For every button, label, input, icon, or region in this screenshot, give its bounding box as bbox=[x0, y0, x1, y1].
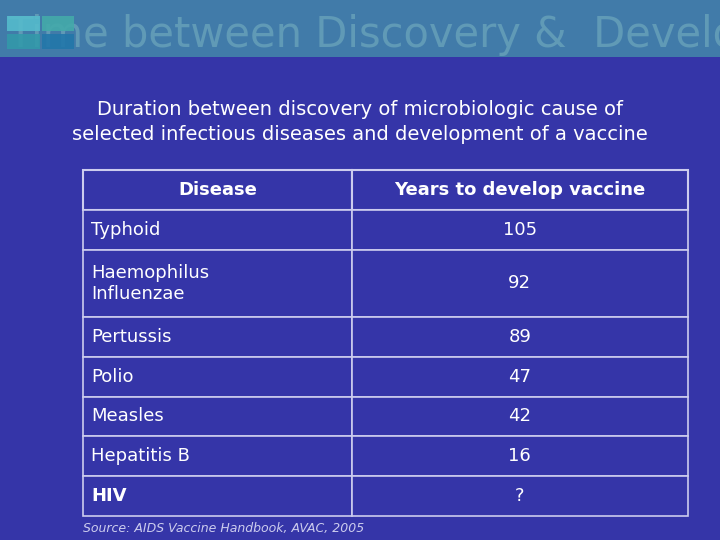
Text: Hepatitis B: Hepatitis B bbox=[91, 447, 190, 465]
Bar bbox=[83, 436, 352, 476]
Text: Years to develop vaccine: Years to develop vaccine bbox=[394, 181, 645, 199]
Bar bbox=[352, 476, 688, 516]
Bar bbox=[352, 317, 688, 357]
Text: Source: AIDS Vaccine Handbook, AVAC, 2005: Source: AIDS Vaccine Handbook, AVAC, 200… bbox=[83, 522, 364, 535]
Bar bbox=[83, 396, 352, 436]
Bar bbox=[83, 357, 352, 396]
Text: Haemophilus
Influenzae: Haemophilus Influenzae bbox=[91, 264, 210, 303]
Bar bbox=[83, 476, 352, 516]
Text: 47: 47 bbox=[508, 368, 531, 386]
Text: 42: 42 bbox=[508, 407, 531, 426]
Text: 105: 105 bbox=[503, 221, 537, 239]
Text: HIV: HIV bbox=[91, 487, 127, 505]
Text: Measles: Measles bbox=[91, 407, 164, 426]
Bar bbox=[352, 249, 688, 317]
Text: Duration between discovery of microbiologic cause of
selected infectious disease: Duration between discovery of microbiolo… bbox=[72, 100, 648, 144]
Bar bbox=[352, 357, 688, 396]
Text: Typhoid: Typhoid bbox=[91, 221, 161, 239]
Text: 16: 16 bbox=[508, 447, 531, 465]
Text: Pertussis: Pertussis bbox=[91, 328, 172, 346]
Text: 89: 89 bbox=[508, 328, 531, 346]
Bar bbox=[83, 170, 352, 210]
Bar bbox=[83, 317, 352, 357]
Bar bbox=[83, 210, 352, 249]
Text: Time between Discovery &  Development: Time between Discovery & Development bbox=[7, 14, 720, 56]
Bar bbox=[352, 396, 688, 436]
Text: ?: ? bbox=[515, 487, 524, 505]
Text: 92: 92 bbox=[508, 274, 531, 292]
Text: Disease: Disease bbox=[178, 181, 257, 199]
Bar bbox=[83, 249, 352, 317]
Bar bbox=[352, 170, 688, 210]
Bar bbox=[352, 436, 688, 476]
Bar bbox=[352, 210, 688, 249]
Text: Polio: Polio bbox=[91, 368, 134, 386]
